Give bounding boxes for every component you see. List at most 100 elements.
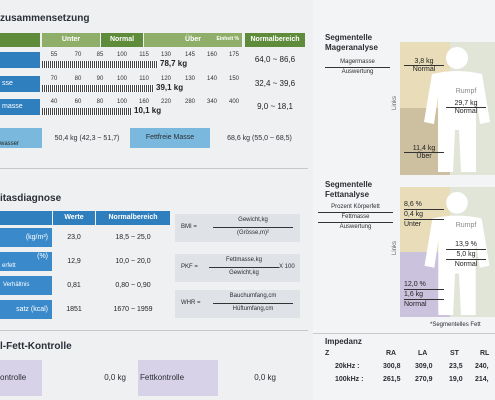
fat-trunk: 13,9 % 5,0 kg Normal [446,240,486,269]
la-100k: 270,9 [415,376,433,383]
pbf-label: (%) erfett [0,252,52,271]
col-st: ST [450,350,459,357]
fat-legend-1: Prozent Körperfett [318,203,393,213]
pbf-sub: erfett [2,263,16,269]
header-normal: Normal [101,33,143,47]
formula-pkf: PKF = Fettmasse,kg Gewicht,kg X 100 [175,254,300,282]
lean-title-1: Segmentelle [325,33,373,42]
tick: 400 [228,99,240,105]
fat-trunk-pct: 13,9 % [446,240,486,250]
range-fat: 9,0 ~ 18,1 [257,102,293,111]
fat-trunk-label: Rumpf [455,222,477,229]
fat-trunk-eval: Normal [454,261,478,268]
formula-pkf-label: PKF = [181,264,198,270]
fat-control-label: Fettkontrolle [138,360,218,396]
formula-pkf-extra: X 100 [279,264,295,270]
obesity-header-corner [0,211,52,225]
ffm-label: Fettfreie Masse [130,128,210,148]
tick: 100 [116,76,128,82]
tick: 80 [74,76,82,82]
bmi-range: 18,5 ~ 25,0 [115,234,151,241]
fat-left-leg-pct: 12,0 % [404,280,444,290]
tick: 280 [184,99,196,105]
human-silhouette-icon [424,47,490,172]
fat-trunk-val: 5,0 kg [446,250,486,260]
value-fat: 10,1 kg [134,106,162,115]
formula-pkf-den: Gewicht,kg [229,270,259,276]
lean-left-leg: 11,4 kg Über [404,145,444,160]
header-unter: Unter [42,33,100,47]
whr-value: 0,81 [67,282,81,289]
tick: 120 [160,76,172,82]
tick: 40 [50,99,58,105]
fat-legend-2: Fettmasse [318,213,393,223]
rl-100k: 214, [475,376,489,383]
rl-20k: 240, [475,363,489,370]
tick: 110 [139,76,149,82]
fat-side-label: Links [392,240,399,256]
header-unit-label: Einheit % [216,36,239,42]
fat-left-arm: 8,6 % 0,4 kg Unter [404,200,444,229]
obesity-row-bmi: (kg/m²) 23,0 18,5 ~ 25,0 [0,228,160,248]
lean-trunk-label: Rumpf [455,88,477,95]
formula-pkf-num: Fettmasse,kg [225,257,262,263]
muscle-control-label: ontrolle [0,360,42,396]
lean-legend-1: Magermasse [325,58,390,68]
lean-legend-2: Auswertung [341,69,374,75]
formula-bmi: BMI = Gewicht,kg (Grösse,m)² [175,214,300,242]
scale-weight-ticks: 55 70 85 100 115 130 145 160 175 [42,52,242,60]
muscle-control-value: 0,0 kg [104,373,126,382]
obesity-title: itasdiagnose [0,193,62,204]
header-werte: Werte [53,211,95,225]
fraction-line [213,227,293,228]
tick: 70 [50,76,58,82]
tick: 150 [228,76,240,82]
pbf-unit: (%) [37,253,48,260]
lean-side-label: Links [392,95,399,111]
tick: 100 [116,99,128,105]
header-normalbereich-2: Normalbereich [96,211,170,225]
range-muscle: 32,4 ~ 39,6 [254,79,296,88]
bar-muscle [42,85,154,92]
scale-weight: 55 70 85 100 115 130 145 160 175 78,7 kg [42,52,242,70]
whr-range: 0,80 ~ 0,90 [115,282,151,289]
tick: 175 [228,52,240,58]
whr-label: Verhältnis [0,276,52,295]
fat-left-leg: 12,0 % 1,6 kg Normal [404,280,444,309]
fraction-line [213,303,293,304]
fat-analysis-title: Segmentelle Fettanalyse [325,180,372,200]
ffm-value: 68,6 kg (55,0 ~ 68,5) [227,135,292,142]
divider [313,333,495,334]
impedance-row-20k: 20kHz : 300,8 309,0 23,5 240, [335,363,495,373]
fat-left-arm-eval: Unter [404,221,422,228]
la-20k: 309,0 [415,363,433,370]
lean-left-arm-val: 3,8 kg [404,58,444,66]
tick: 130 [160,52,172,58]
scale-fat: 40 60 80 100 160 220 280 340 400 10,1 kg [42,99,242,117]
fat-legend-3: Auswertung [339,224,372,230]
tick: 130 [184,76,196,82]
lean-left-arm-eval: Normal [412,66,436,73]
fat-left-leg-val: 1,6 kg [404,290,444,300]
impedance-z: Z [325,350,330,357]
header-uber-label: Über [185,36,201,43]
bmi-value: 23,0 [67,234,81,241]
formula-bmi-num: Gewicht,kg [238,217,268,223]
row-label-muscle: sse [0,76,40,92]
tick: 70 [74,52,82,58]
fat-title-1: Segmentelle [325,180,373,189]
value-weight: 78,7 kg [160,59,188,68]
freq-100k: 100kHz : [335,376,364,383]
control-title: l-Fett-Kontrolle [0,341,72,352]
st-100k: 19,0 [449,376,463,383]
lean-body-figure: 3,8 kg Normal Rumpf 29,7 kg Normal 11,4 … [400,42,495,175]
col-rl: RL [480,350,490,357]
water-label: wasser [0,128,42,148]
divider [0,330,308,331]
fat-note: *Segmentelles Fett [430,322,481,328]
fat-left-arm-val: 0,4 kg [404,210,444,220]
row-label-fat: masse [0,99,40,115]
bar-fat [42,108,132,115]
scale-muscle-ticks: 70 80 90 100 110 120 130 140 150 [42,76,242,84]
row-label-weight [0,52,40,68]
